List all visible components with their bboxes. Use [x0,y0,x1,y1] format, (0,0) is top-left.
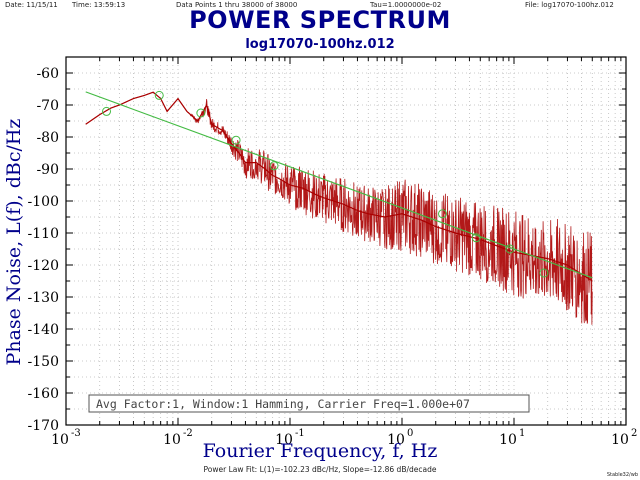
x-tick-label: 10 [51,432,69,448]
y-tick-label: -170 [28,418,59,434]
x-tick-label: 10 [611,432,629,448]
series [85,90,593,325]
annotation-box [88,394,530,413]
x-tick-exponent: -2 [183,428,193,439]
y-tick-label: -150 [28,354,59,370]
x-tick-exponent: 0 [407,428,413,439]
fit-marker [231,135,241,145]
spectrum-line [85,91,593,282]
x-axis-label: Fourier Frequency, f, Hz [202,440,438,462]
fit-marker [438,209,448,219]
corner-label: Stable32/wb [606,472,638,478]
chart-title: POWER SPECTRUM [189,6,451,34]
fit-marker [269,161,279,171]
y-tick-label: -80 [36,130,59,146]
fit-marker [471,233,481,243]
spectrum-noise [85,91,593,325]
power-law-fit-label: Power Law Fit: L(1)=-102.23 dBc/Hz, Slop… [203,465,437,474]
tau-label: Tau=1.0000000e-02 [370,1,442,9]
y-tick-label: -60 [36,66,59,82]
date-label: Date: 11/15/11 [5,1,58,9]
x-tick-exponent: 1 [519,428,525,439]
y-tick-label: -110 [28,226,59,242]
x-tick-exponent: -3 [71,428,81,439]
fit-marker [539,268,549,278]
x-tick-label: 10 [387,432,405,448]
plot-frame [65,56,627,426]
x-tick-exponent: -1 [295,428,305,439]
y-axis-label: Phase Noise, L(f), dBc/Hz [3,118,25,366]
fit-marker [154,90,164,100]
fit-marker [505,244,515,254]
y-tick-label: -70 [36,98,59,114]
fit-marker [102,106,112,116]
y-tick-label: -140 [28,322,59,338]
chart-subtitle: log17070-100hz.012 [245,37,395,52]
x-tick-exponent: 2 [631,428,637,439]
fit-marker [196,108,206,118]
grid [65,56,626,426]
time-label: Time: 13:59:13 [72,1,126,9]
y-tick-label: -130 [28,290,59,306]
x-tick-label: 10 [163,432,181,448]
ticks [65,56,626,426]
x-tick-label: 10 [275,432,293,448]
y-tick-label: -100 [28,194,59,210]
fit-line [85,91,593,279]
y-tick-label: -90 [36,162,59,178]
annotation-text: Avg Factor:1, Window:1 Hamming, Carrier … [96,397,470,411]
data-points-label: Data Points 1 thru 38000 of 38000 [176,1,298,9]
x-tick-label: 10 [499,432,517,448]
y-tick-label: -160 [28,386,59,402]
file-label: File: log17070-100hz.012 [525,1,614,9]
tick-labels: -60-70-80-90-100-110-120-130-140-150-160… [28,66,638,448]
y-tick-label: -120 [28,258,59,274]
